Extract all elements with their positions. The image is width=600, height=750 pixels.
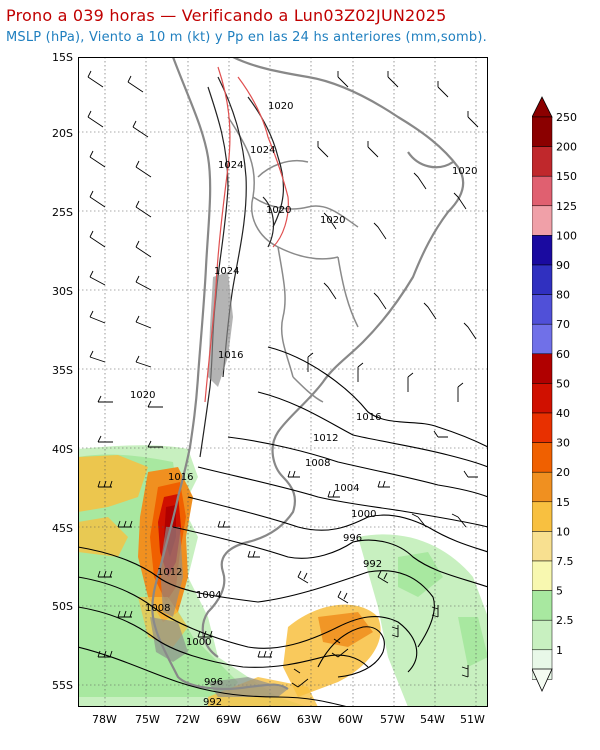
colorbar-swatch: [532, 471, 553, 503]
lat-label-35s: 35S: [52, 364, 73, 377]
lat-label-55s: 55S: [52, 679, 73, 692]
isobar-label: 1020: [266, 205, 291, 216]
colorbar-bottom-arrow: [532, 668, 553, 692]
colorbar-swatch: [532, 383, 553, 414]
isobar-label: 1012: [157, 567, 182, 578]
colorbar-label: 5: [556, 585, 563, 598]
lat-label-45s: 45S: [52, 522, 73, 535]
isobar-label: 1016: [168, 472, 193, 483]
lat-label-25s: 25S: [52, 206, 73, 219]
country-borders: [227, 116, 359, 403]
isobar-label: 1016: [356, 412, 381, 423]
isobar-label: 1020: [452, 166, 477, 177]
colorbar-boxes: [532, 116, 553, 680]
lat-label-15s: 15S: [52, 51, 73, 64]
isobar-label: 1024: [250, 145, 275, 156]
colorbar-label: 1: [556, 644, 563, 657]
isobar-label: 1008: [305, 458, 330, 469]
map-subtitle: MSLP (hPa), Viento a 10 m (kt) y Pp en l…: [6, 30, 487, 45]
colorbar-swatch: [532, 590, 553, 621]
isobar-label: 1004: [196, 590, 221, 601]
isobar-label: 996: [204, 677, 223, 688]
colorbar-swatch: [532, 294, 553, 325]
coastline: [151, 57, 465, 691]
colorbar-label: 125: [556, 200, 577, 213]
andes-pressure-contours: [199, 76, 284, 458]
colorbar-label: 60: [556, 348, 570, 361]
lon-label-69w: 69W: [216, 713, 241, 726]
colorbar-swatch: [532, 442, 553, 473]
colorbar-top-arrow: [532, 96, 553, 118]
colorbar-label: 80: [556, 289, 570, 302]
map-title: Prono a 039 horas — Verificando a Lun03Z…: [6, 6, 447, 25]
colorbar-swatch: [532, 412, 553, 443]
colorbar-swatch: [532, 264, 553, 295]
lat-label-20s: 20S: [52, 127, 73, 140]
colorbar-label: 7.5: [556, 555, 574, 568]
colorbar-swatch: [532, 205, 553, 236]
lat-label-40s: 40S: [52, 443, 73, 456]
isobar-label: 1000: [186, 637, 211, 648]
colorbar-swatch: [532, 146, 553, 177]
lon-label-54w: 54W: [420, 713, 445, 726]
isobar-label: 992: [203, 697, 222, 707]
colorbar-label: 90: [556, 259, 570, 272]
colorbar-swatch: [532, 235, 553, 266]
isobar-label: 1012: [313, 433, 338, 444]
lat-label-30s: 30S: [52, 285, 73, 298]
map-frame: [78, 57, 488, 707]
colorbar-label: 40: [556, 407, 570, 420]
colorbar-label: 30: [556, 437, 570, 450]
colorbar-label: 200: [556, 141, 577, 154]
colorbar-label: 50: [556, 377, 570, 390]
isobar-label: 1020: [268, 101, 293, 112]
colorbar-swatch: [532, 116, 553, 147]
lon-label-72w: 72W: [175, 713, 200, 726]
isobar-label: 1024: [214, 266, 239, 277]
colorbar-label: 15: [556, 496, 570, 509]
lon-label-78w: 78W: [92, 713, 117, 726]
colorbar-swatch: [532, 323, 553, 355]
colorbar-label: 20: [556, 466, 570, 479]
colorbar-swatch: [532, 619, 553, 651]
colorbar-swatch: [532, 531, 553, 562]
wind-barbs: [87, 70, 479, 688]
lat-label-50s: 50S: [52, 600, 73, 613]
colorbar-label: 10: [556, 525, 570, 538]
colorbar-label: 2.5: [556, 614, 574, 627]
lon-label-66w: 66W: [256, 713, 281, 726]
colorbar-swatch: [532, 501, 553, 532]
high-pressure-contours: [204, 66, 289, 403]
lon-label-57w: 57W: [380, 713, 405, 726]
lon-label-75w: 75W: [135, 713, 160, 726]
isobar-label: 1020: [320, 215, 345, 226]
isobar-label: 1016: [218, 350, 243, 361]
isobars: [78, 346, 488, 707]
colorbar-swatch: [532, 175, 553, 207]
isobar-label: 1024: [218, 160, 243, 171]
precipitation-colorbar: 250 200 150 125 100 90 80 70 60 50 40 30 20 15 10 7.5 5 2…: [532, 96, 577, 692]
isobar-label: 1000: [351, 509, 376, 520]
colorbar-label: 100: [556, 229, 577, 242]
isobar-label: 996: [343, 533, 362, 544]
weather-map: 1020 1024 1024 1020 1020 1024 1016 1020 …: [78, 57, 488, 707]
isobar-label: 992: [363, 559, 382, 570]
lat-lon-grid: [78, 57, 488, 707]
isobar-label: 1008: [145, 603, 170, 614]
lon-label-63w: 63W: [297, 713, 322, 726]
lon-label-60w: 60W: [338, 713, 363, 726]
isobar-label: 1004: [334, 483, 359, 494]
colorbar-swatch: [532, 560, 553, 591]
colorbar-swatch: [532, 353, 553, 384]
isobar-label: 1020: [130, 390, 155, 401]
colorbar-label: 250: [556, 111, 577, 124]
colorbar-label: 70: [556, 318, 570, 331]
colorbar-label: 150: [556, 170, 577, 183]
lon-label-51w: 51W: [460, 713, 485, 726]
